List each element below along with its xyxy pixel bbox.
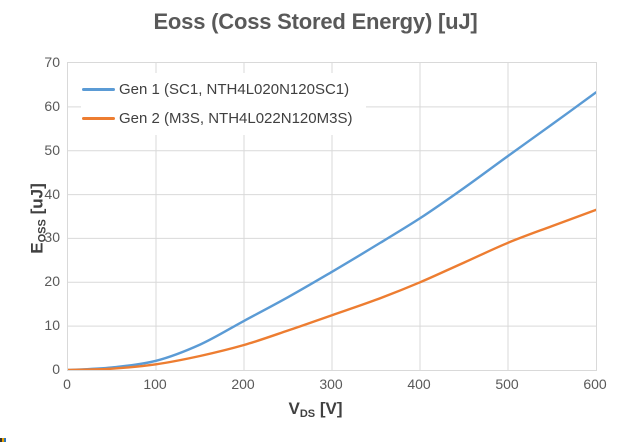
x-tick-label-500: 500: [495, 376, 519, 392]
x-axis-title-subscript: DS: [299, 408, 316, 420]
y-axis-title-unit: [uJ]: [27, 183, 47, 220]
y-tick-label-10: 10: [44, 317, 60, 334]
screen-artifact: [0, 438, 6, 442]
legend-label-gen2: Gen 2 (M3S, NTH4L022N120M3S): [119, 110, 353, 127]
x-axis-title: VDS [V]: [0, 399, 631, 420]
gen1-line-swatch: [82, 88, 115, 91]
x-tick-label-100: 100: [143, 376, 167, 392]
chart-title: Eoss (Coss Stored Energy) [uJ]: [153, 9, 478, 34]
series-curve-2: [68, 208, 596, 370]
artifact-pixel: [2, 438, 4, 442]
x-axis-title-symbol: V: [288, 399, 300, 418]
y-tick-label-20: 20: [44, 273, 60, 290]
y-axis-title-subscript: OSS: [36, 219, 49, 243]
y-tick-label-50: 50: [44, 141, 60, 158]
series-curve-1: [68, 91, 596, 370]
legend-item-gen1: Gen 1 (SC1, NTH4L020N120SC1): [82, 75, 352, 104]
chart-legend: Gen 1 (SC1, NTH4L020N120SC1) Gen 2 (M3S,…: [81, 73, 367, 135]
artifact-pixel: [0, 438, 2, 442]
legend-item-gen2: Gen 2 (M3S, NTH4L022N120M3S): [82, 104, 352, 133]
artifact-pixel: [4, 438, 6, 442]
y-tick-label-60: 60: [44, 97, 60, 114]
y-tick-label-30: 30: [44, 229, 60, 246]
y-tick-label-0: 0: [52, 361, 60, 377]
y-axis-title-symbol: E: [27, 242, 47, 254]
x-tick-label-600: 600: [583, 376, 607, 392]
x-axis-title-unit: [V]: [315, 399, 343, 418]
plot-area: Gen 1 (SC1, NTH4L020N120SC1) Gen 2 (M3S,…: [67, 62, 597, 371]
x-tick-label-200: 200: [231, 376, 255, 392]
legend-label-gen1: Gen 1 (SC1, NTH4L020N120SC1): [119, 81, 350, 98]
y-tick-label-70: 70: [44, 54, 60, 70]
x-tick-label-300: 300: [319, 376, 343, 392]
gen2-line-swatch: [82, 117, 115, 120]
x-tick-label-400: 400: [407, 376, 431, 392]
x-tick-label-0: 0: [63, 376, 71, 392]
y-axis-title: EOSS [uJ]: [28, 164, 49, 274]
y-tick-label-40: 40: [44, 185, 60, 202]
